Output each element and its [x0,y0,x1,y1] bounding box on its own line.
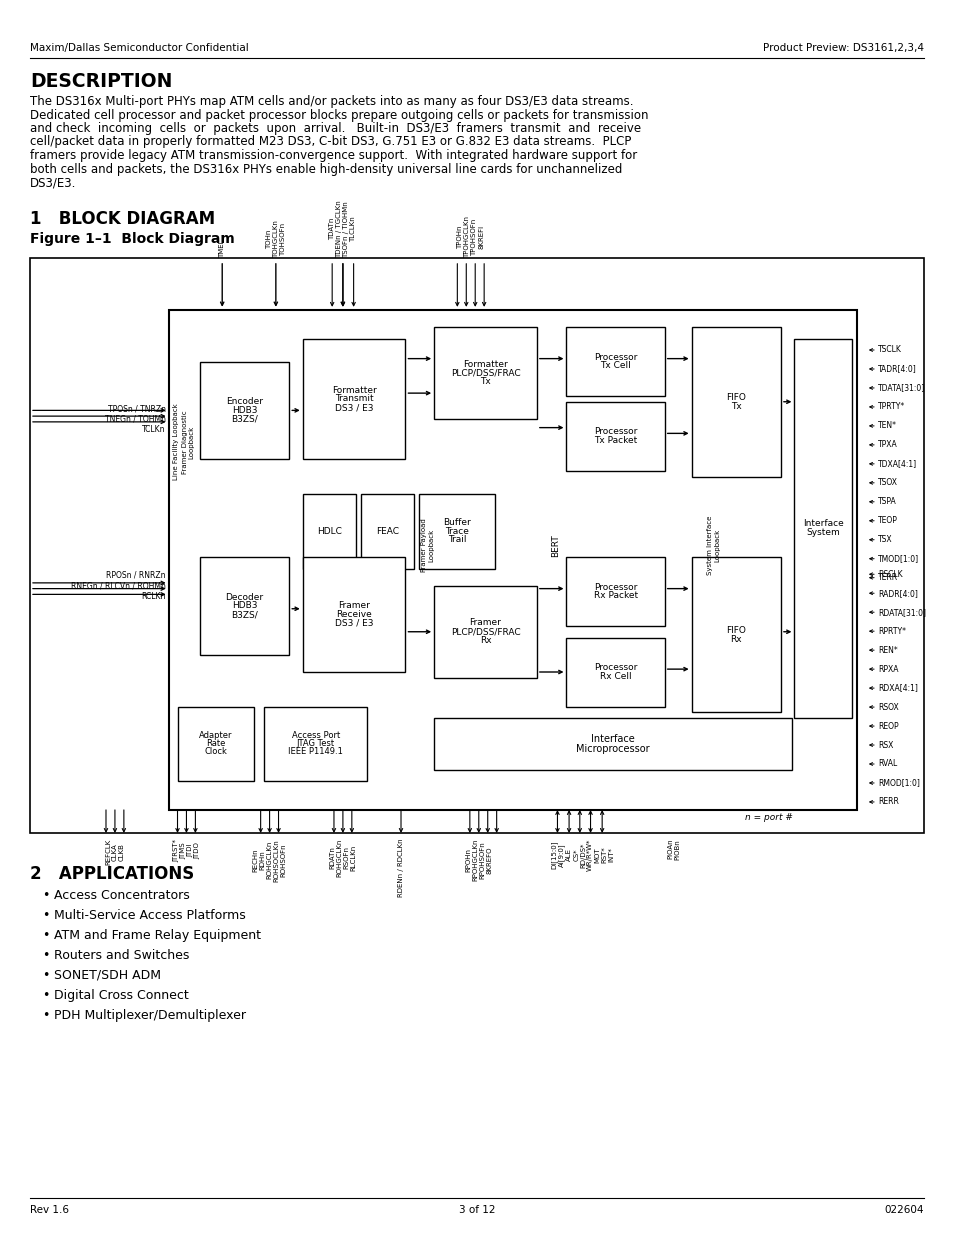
Bar [434,585,537,678]
Bar [169,310,856,810]
Text: TSX: TSX [877,535,892,545]
Text: DI[15:0]
AI[9:0]
ALE
CS*
RD/DS*
WR/R*W*
MOT
RST*
INT*: DI[15:0] AI[9:0] ALE CS* RD/DS* WR/R*W* … [550,839,614,871]
Text: Formatter: Formatter [462,359,507,369]
Text: Framer: Framer [469,619,501,627]
Bar [566,637,664,706]
Text: PLCP/DSS/FRAC: PLCP/DSS/FRAC [450,627,519,636]
Text: FIFO: FIFO [725,626,745,635]
Text: Decoder: Decoder [225,593,263,601]
Text: TSOX: TSOX [877,478,897,488]
Text: RPOHn
RPOHGCLKn
RPOHSOFn
8KREFO: RPOHn RPOHGCLKn RPOHSOFn 8KREFO [465,839,492,882]
Text: TPRTY*: TPRTY* [877,403,904,411]
Text: RPXA: RPXA [877,664,898,673]
Text: 2   APPLICATIONS: 2 APPLICATIONS [30,864,194,883]
Text: Rev 1.6: Rev 1.6 [30,1205,69,1215]
Text: TOHn
TOHGCLKn
TOHSOFn: TOHn TOHGCLKn TOHSOFn [266,220,286,258]
Text: BERT: BERT [551,534,559,557]
Bar [302,494,355,568]
Text: Tx: Tx [479,377,491,387]
Text: Processor: Processor [594,427,637,436]
Text: TPOHn
TPOHGCLKn
TPOHSOFn
8KREFI: TPOHn TPOHGCLKn TPOHSOFn 8KREFI [456,216,484,258]
Text: RECHn
RDHn
ROHGCLKn
ROHSOCLKn
ROHSOFn: RECHn RDHn ROHGCLKn ROHSOCLKn ROHSOFn [253,839,286,882]
Text: SONET/SDH ADM: SONET/SDH ADM [54,969,161,982]
Text: Digital Cross Connect: Digital Cross Connect [54,989,189,1002]
Bar [691,557,781,713]
Text: Encoder: Encoder [226,398,263,406]
Text: JTAG Test: JTAG Test [296,740,335,748]
Text: Trail: Trail [447,536,466,545]
Text: System Interface
Loopback: System Interface Loopback [707,516,720,576]
Text: RDATA[31:0]: RDATA[31:0] [877,608,925,616]
Text: Clock: Clock [204,747,227,757]
Text: RSX: RSX [877,741,892,750]
Text: PLCP/DSS/FRAC: PLCP/DSS/FRAC [450,368,519,378]
Text: DESCRIPTION: DESCRIPTION [30,72,172,91]
Text: HDLC: HDLC [316,526,341,536]
Bar [566,401,664,471]
Text: Figure 1–1  Block Diagram: Figure 1–1 Block Diagram [30,232,234,246]
Text: TDATn
TDENn / TGCLKn
TSOFn / TIOHMn
TLCLKn: TDATn TDENn / TGCLKn TSOFn / TIOHMn TLCL… [329,200,356,258]
Text: PDH Multiplexer/Demultiplexer: PDH Multiplexer/Demultiplexer [54,1009,246,1023]
Text: Formatter: Formatter [332,385,376,395]
Text: Rx Cell: Rx Cell [599,672,631,680]
Text: Rate: Rate [206,740,225,748]
Bar [360,494,414,568]
Text: DS3/E3.: DS3/E3. [30,177,76,189]
Text: Buffer: Buffer [442,517,470,527]
Text: Microprocessor: Microprocessor [576,743,649,753]
Text: •: • [42,969,50,982]
Text: HDB3: HDB3 [232,601,257,610]
Text: Line Facility Loopback: Line Facility Loopback [172,404,178,480]
Text: 3 of 12: 3 of 12 [458,1205,495,1215]
Text: Routers and Switches: Routers and Switches [54,948,190,962]
Text: RMOD[1:0]: RMOD[1:0] [877,778,919,788]
Text: TPOSn / TNRZn
TNEGn / TOHMn
TCLKn: TPOSn / TNRZn TNEGn / TOHMn TCLKn [105,404,166,433]
Text: The DS316x Multi-port PHYs map ATM cells and/or packets into as many as four DS3: The DS316x Multi-port PHYs map ATM cells… [30,95,633,107]
Text: Framer: Framer [337,601,370,610]
Text: Interface: Interface [591,734,634,745]
Text: Rx: Rx [730,635,741,643]
Text: RDATn
ROHGCLKn
RSOFn
RLCLKn: RDATn ROHGCLKn RSOFn RLCLKn [329,839,356,877]
Text: Framer Payload
Loopback: Framer Payload Loopback [421,519,434,572]
Text: FEAC: FEAC [375,526,398,536]
Text: 1   BLOCK DIAGRAM: 1 BLOCK DIAGRAM [30,210,214,228]
Text: PIOAn
PIOBn: PIOAn PIOBn [666,839,679,860]
Text: both cells and packets, the DS316x PHYs enable high-density universal line cards: both cells and packets, the DS316x PHYs … [30,163,621,175]
Text: TMEI: TMEI [219,241,225,258]
Text: DS3 / E3: DS3 / E3 [335,403,373,412]
Text: Access Concentrators: Access Concentrators [54,889,190,902]
Text: Adapter: Adapter [198,731,232,740]
Text: Rx Packet: Rx Packet [593,592,637,600]
Text: RERR: RERR [877,798,898,806]
Text: Tx: Tx [730,401,740,410]
Bar [418,494,495,568]
Text: TSPA: TSPA [877,498,896,506]
Bar [566,327,664,396]
Text: Rx: Rx [479,636,491,645]
Text: TEN*: TEN* [877,421,896,431]
Text: n = port #: n = port # [744,813,792,821]
Bar [302,557,405,672]
Text: RADR[4:0]: RADR[4:0] [877,589,917,598]
Text: •: • [42,948,50,962]
Text: RPOSn / RNRZn
RNEGn / RLCVn / ROHMn
RCLKn: RPOSn / RNRZn RNEGn / RLCVn / ROHMn RCLK… [71,571,166,600]
Bar [199,557,289,655]
Text: RSCLK: RSCLK [877,569,902,579]
Text: IEEE P1149.1: IEEE P1149.1 [288,747,343,757]
Text: REFCLK
CLKA
CLKB: REFCLK CLKA CLKB [105,839,125,864]
Bar [566,557,664,626]
Text: •: • [42,929,50,942]
Text: TSCLK: TSCLK [877,346,901,354]
Bar [691,327,781,477]
Text: Trace: Trace [444,526,468,536]
Bar [199,362,289,459]
Text: Framer Diagnostic
Loopback: Framer Diagnostic Loopback [182,410,194,474]
Text: B3ZS/: B3ZS/ [231,610,257,619]
Text: TEOP: TEOP [877,516,897,525]
Text: Product Preview: DS3161,2,3,4: Product Preview: DS3161,2,3,4 [762,43,923,53]
Text: RVAL: RVAL [877,760,896,768]
Text: TMOD[1:0]: TMOD[1:0] [877,555,918,563]
Text: REN*: REN* [877,646,897,655]
Text: •: • [42,909,50,923]
Text: Processor: Processor [594,663,637,672]
